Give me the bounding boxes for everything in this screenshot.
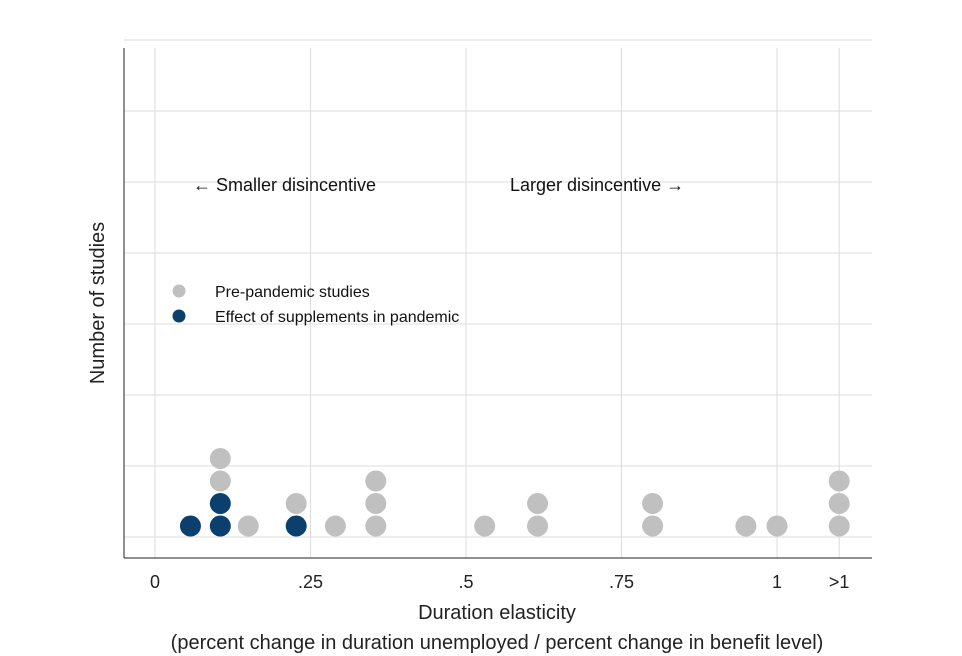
x-axis-title: Duration elasticity	[418, 602, 576, 624]
data-point	[527, 493, 549, 514]
data-point	[828, 493, 850, 514]
data-point	[365, 515, 387, 537]
data-points	[179, 448, 850, 537]
data-point	[527, 515, 549, 537]
data-point	[209, 470, 231, 492]
data-point	[285, 493, 307, 514]
x-tick-labels: 0 .25 .5 .75 1 >1	[150, 572, 849, 592]
x-tick-label: >1	[829, 572, 850, 592]
legend-label-pre-pandemic: Pre-pandemic studies	[215, 284, 370, 301]
data-point	[828, 470, 850, 492]
x-tick-label: .75	[609, 572, 634, 592]
data-point	[237, 515, 259, 537]
x-tick-label: .5	[458, 572, 473, 592]
y-axis-title: Number of studies	[87, 222, 109, 384]
data-point	[766, 515, 788, 537]
legend-label-pandemic: Effect of supplements in pandemic	[215, 309, 459, 326]
data-point	[474, 515, 496, 537]
data-point	[324, 515, 346, 537]
data-point	[209, 448, 231, 469]
legend: Pre-pandemic studies Effect of supplemen…	[172, 284, 459, 326]
data-point	[828, 515, 850, 537]
data-point	[735, 515, 757, 537]
x-tick-label: .25	[298, 572, 323, 592]
data-point	[642, 493, 664, 514]
data-point	[365, 470, 387, 492]
x-axis-subtitle: (percent change in duration unemployed /…	[171, 632, 824, 654]
data-point	[209, 515, 231, 537]
data-point	[642, 515, 664, 537]
legend-marker-pre-pandemic	[172, 284, 186, 298]
x-tick-label: 1	[772, 572, 782, 592]
axes	[123, 48, 872, 559]
annotation-smaller: ← Smaller disincentive	[193, 175, 376, 195]
annotation-larger: Larger disincentive →	[510, 175, 684, 195]
x-tick-label: 0	[150, 572, 160, 592]
data-point	[179, 515, 201, 537]
data-point	[365, 493, 387, 514]
legend-marker-pandemic	[172, 309, 186, 323]
data-point	[285, 515, 307, 537]
data-point	[209, 493, 231, 514]
